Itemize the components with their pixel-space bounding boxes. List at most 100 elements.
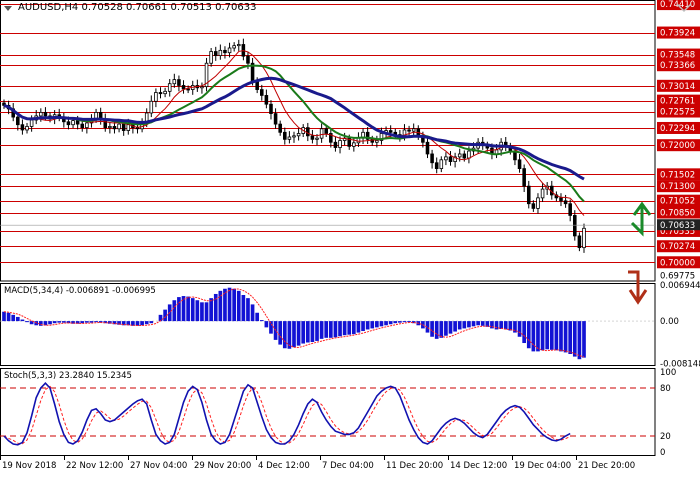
price-axis-label: 0.70850: [660, 209, 695, 219]
candle-body: [338, 140, 342, 148]
candle-body: [112, 126, 117, 130]
candle-body: [186, 88, 190, 91]
collapse-triangle-icon[interactable]: [4, 6, 12, 11]
candle-body: [39, 112, 43, 117]
candle-body: [117, 123, 121, 130]
price-axis-label: 0.73014: [660, 82, 695, 92]
candle-body: [227, 47, 232, 54]
candle-body: [25, 126, 29, 131]
time-axis-label: 11 Dec 20:00: [386, 461, 443, 471]
candle-body: [246, 55, 250, 64]
candle-body: [154, 92, 158, 102]
candle-body: [292, 135, 296, 138]
price-label-box: [657, 26, 700, 39]
candle-body: [158, 92, 163, 95]
time-axis-label: 27 Nov 04:00: [130, 461, 187, 471]
candle-body: [333, 141, 338, 148]
price-label-box: [657, 180, 700, 193]
candle-body: [329, 133, 333, 143]
macd-axis-label: -0.008148: [660, 360, 700, 370]
price-label-box: [657, 240, 700, 253]
stoch-main-line: [3, 382, 571, 446]
time-axis-label: 19 Dec 04:00: [514, 461, 571, 471]
candle-body: [306, 127, 310, 137]
candle-body: [167, 83, 172, 92]
price-label-box: [657, 206, 700, 219]
candle-body: [559, 197, 563, 202]
candle-body: [467, 150, 471, 159]
moving-average-blue: [3, 76, 585, 181]
candle-body: [462, 153, 467, 159]
candle-body: [577, 235, 582, 249]
candle-body: [522, 168, 526, 187]
candle-body: [430, 153, 434, 164]
macd-signal-line: [3, 288, 585, 358]
candle-body: [444, 156, 448, 161]
price-axis-label: 0.73366: [660, 61, 695, 71]
price-label-box: [657, 121, 700, 134]
candle-body: [273, 113, 278, 125]
candle-body: [375, 140, 379, 143]
price-axis-label: 0.73924: [660, 29, 695, 39]
candle-body: [259, 89, 264, 96]
stoch-axis-label: 20: [660, 432, 671, 442]
candle-body: [310, 135, 315, 140]
candle-body: [425, 141, 430, 155]
time-axis-label: 7 Dec 04:00: [322, 461, 374, 471]
time-axis-label: 22 Nov 12:00: [66, 461, 123, 471]
price-label-box: [657, 139, 700, 152]
candle-body: [209, 51, 213, 64]
candle-body: [213, 51, 218, 57]
candle-body: [108, 126, 112, 129]
candle-body: [283, 131, 287, 140]
candle-body: [315, 137, 319, 140]
price-label-box: [657, 194, 700, 207]
candle-body: [517, 159, 522, 170]
candle-body: [218, 49, 223, 57]
price-label-box: [657, 48, 700, 61]
candle-body: [453, 156, 457, 162]
chart-header: AUDUSD,H4 0.70528 0.70661 0.70513 0.7063…: [18, 2, 256, 13]
candle-body: [582, 227, 586, 249]
corner-arrow-icon: [676, 3, 692, 13]
time-axis-label: 19 Nov 2018: [2, 461, 56, 471]
candle-body: [319, 128, 324, 139]
time-axis-label: 21 Dec 20:00: [578, 461, 635, 471]
price-label-box: [657, 256, 700, 269]
price-label-box: [657, 168, 700, 181]
candle-body: [531, 203, 536, 209]
candle-body: [85, 122, 89, 129]
candle-body: [264, 95, 269, 105]
price-panel-frame: [0, 0, 656, 282]
time-axis-label: 4 Dec 12:00: [258, 461, 310, 471]
moving-average-red: [3, 50, 585, 216]
candle-body: [324, 128, 329, 134]
candle-body: [232, 45, 236, 49]
instrument-label: AUDUSD,H4: [18, 2, 79, 13]
candle-body: [526, 185, 531, 205]
candle-body: [2, 102, 6, 106]
price-axis-label: 0.71502: [660, 170, 695, 180]
price-axis-label: 0.70274: [660, 242, 695, 252]
price-label-box: [657, 94, 700, 107]
candle-body: [448, 156, 453, 162]
candle-body: [296, 133, 301, 137]
candle-body: [80, 123, 85, 129]
candle-body: [407, 129, 411, 132]
candle-body: [540, 188, 545, 199]
price-axis-label: 0.72761: [660, 97, 695, 107]
candle-body: [75, 120, 80, 125]
candle-body: [411, 128, 416, 132]
candle-body: [388, 130, 393, 133]
candle-body: [181, 85, 186, 90]
time-axis-label: 14 Dec 12:00: [450, 461, 507, 471]
price-axis-label: 0.72000: [660, 141, 695, 151]
price-axis-label: 0.70000: [660, 258, 695, 268]
candle-body: [126, 124, 131, 131]
candle-body: [149, 100, 154, 114]
candle-body: [278, 123, 282, 133]
candle-body: [16, 116, 20, 126]
macd-panel-frame: [0, 283, 656, 366]
